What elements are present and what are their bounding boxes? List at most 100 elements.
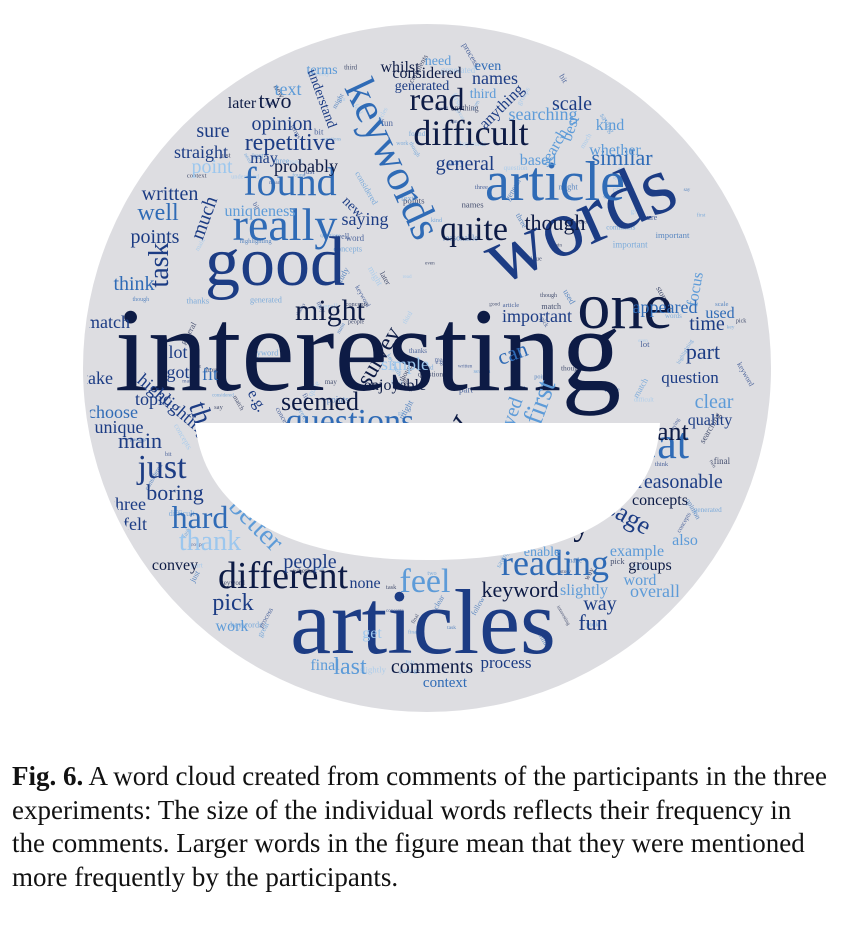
cloud-word-filler: great (454, 108, 465, 121)
cloud-word-filler: key (727, 324, 735, 330)
cloud-word-filler: though (540, 293, 557, 299)
cloud-word-filler: task (447, 625, 456, 631)
cloud-word-filler: two (708, 459, 717, 469)
cloud-word-filler: may (391, 368, 401, 374)
cloud-word-filler: felt (338, 96, 346, 103)
cloud-word-filler: considered (212, 393, 234, 398)
cloud-word-filler: e.g. (436, 359, 446, 366)
cloud-word: quite (440, 211, 508, 248)
cloud-word: overall (630, 581, 680, 601)
cloud-word-filler: people (348, 320, 365, 326)
cloud-word-filler: anything (451, 104, 479, 113)
cloud-word-filler: points (327, 395, 350, 405)
figure-caption: Fig. 6. A word cloud created from commen… (12, 760, 830, 894)
cloud-word-filler: questions (321, 137, 341, 143)
cloud-word-filler: well (335, 232, 350, 241)
cloud-word-filler: questions (418, 369, 446, 378)
cloud-word-filler: even (471, 99, 482, 112)
cloud-word-filler: generated (250, 296, 282, 305)
cloud-word: reasonable (637, 471, 723, 493)
cloud-word-filler: three (475, 184, 488, 191)
cloud-word-filler: two (427, 570, 436, 577)
cloud-word-filler: main (336, 322, 347, 335)
cloud-word: good (205, 224, 345, 301)
cloud-word: part (686, 339, 720, 364)
cloud-word: simple (381, 354, 429, 374)
cloud-word-filler: pick (539, 316, 551, 330)
cloud-word: quality (688, 412, 732, 429)
cloud-word: context (423, 675, 468, 691)
cloud-word: slightly (560, 582, 608, 599)
cloud-word-filler: just (219, 150, 232, 159)
cloud-word: work (216, 618, 249, 635)
cloud-word: appeared (633, 297, 698, 317)
cloud-word: interesting (115, 283, 622, 416)
cloud-word: question (661, 368, 719, 387)
cloud-word-filler: difficult (634, 397, 654, 404)
cloud-word-filler: context (187, 173, 207, 180)
cloud-word: hard (172, 499, 229, 535)
cloud-word-filler: story (447, 158, 464, 167)
cloud-word-filler: fun (450, 118, 458, 125)
cloud-word-filler: keyword (249, 347, 279, 357)
cloud-word: important (502, 306, 572, 326)
cloud-word: read (409, 81, 464, 117)
cloud-word-filler: concepts (386, 609, 404, 614)
cloud-word-filler: question (504, 164, 528, 172)
cloud-word: difficult (413, 113, 528, 153)
cloud-word: convey (152, 557, 198, 574)
cloud-word-filler: keyword (220, 579, 245, 587)
cloud-word: opinion (251, 113, 312, 135)
cloud-word: fit (202, 364, 218, 384)
cloud-word-filler: just (264, 101, 273, 107)
cloud-word-filler: connections (566, 219, 591, 225)
cloud-word-filler: though (132, 297, 149, 303)
cloud-word-filler: search (473, 368, 491, 375)
cloud-word-filler: text (401, 193, 415, 203)
cloud-word-filler: just (303, 167, 316, 176)
cloud-word: straight (174, 142, 228, 162)
cloud-word-filler: main (551, 243, 562, 249)
cloud-word: might (295, 294, 366, 327)
cloud-word-filler: bit (314, 127, 324, 137)
smiley-face-disc (83, 24, 771, 712)
cloud-word-filler: bit (251, 201, 262, 211)
cloud-word-filler: comments (606, 224, 635, 232)
cloud-word-filler: even (425, 261, 435, 267)
cloud-word-filler: reasonable (443, 233, 478, 242)
cloud-word-filler: written (458, 364, 473, 370)
cloud-word-filler: thanks (186, 296, 209, 306)
cloud-word: enjoyable (364, 377, 426, 394)
cloud-word-filler: scale (715, 301, 728, 308)
cloud-word: comments (391, 656, 473, 678)
cloud-word-filler: points (534, 374, 550, 381)
cloud-word-filler: article (503, 302, 520, 309)
cloud-word-filler: highlighting (240, 238, 273, 245)
cloud-word: point (191, 156, 233, 178)
cloud-word-filler: people (605, 387, 620, 393)
cloud-word: process (481, 653, 532, 672)
cloud-word: kind (596, 117, 624, 134)
cloud-word-filler: probably (308, 71, 331, 78)
cloud-word-filler: understand (231, 173, 260, 180)
cloud-word: third (470, 87, 496, 102)
cloud-word: though (524, 210, 585, 235)
cloud-word: different (218, 555, 349, 597)
cloud-word: word (624, 572, 657, 589)
cloud-word: really (233, 199, 338, 250)
cloud-word-filler: found (409, 130, 426, 138)
cloud-word-filler: say (214, 404, 223, 411)
cloud-word-filler: good (420, 365, 434, 372)
cloud-word-filler: need (242, 152, 253, 164)
cloud-word: thank (179, 526, 241, 557)
cloud-word-filler: main (435, 357, 449, 364)
cloud-word: points (131, 226, 180, 248)
figure-caption-text: A word cloud created from comments of th… (12, 761, 828, 892)
cloud-word-filler: whether (293, 566, 317, 575)
cloud-word-filler: keywords (460, 141, 487, 148)
cloud-word-filler: passage (130, 437, 147, 443)
cloud-word: pick (212, 590, 253, 616)
cloud-word-filler: important (613, 240, 648, 250)
cloud-word: articles (290, 571, 556, 673)
cloud-word: written (142, 183, 199, 205)
